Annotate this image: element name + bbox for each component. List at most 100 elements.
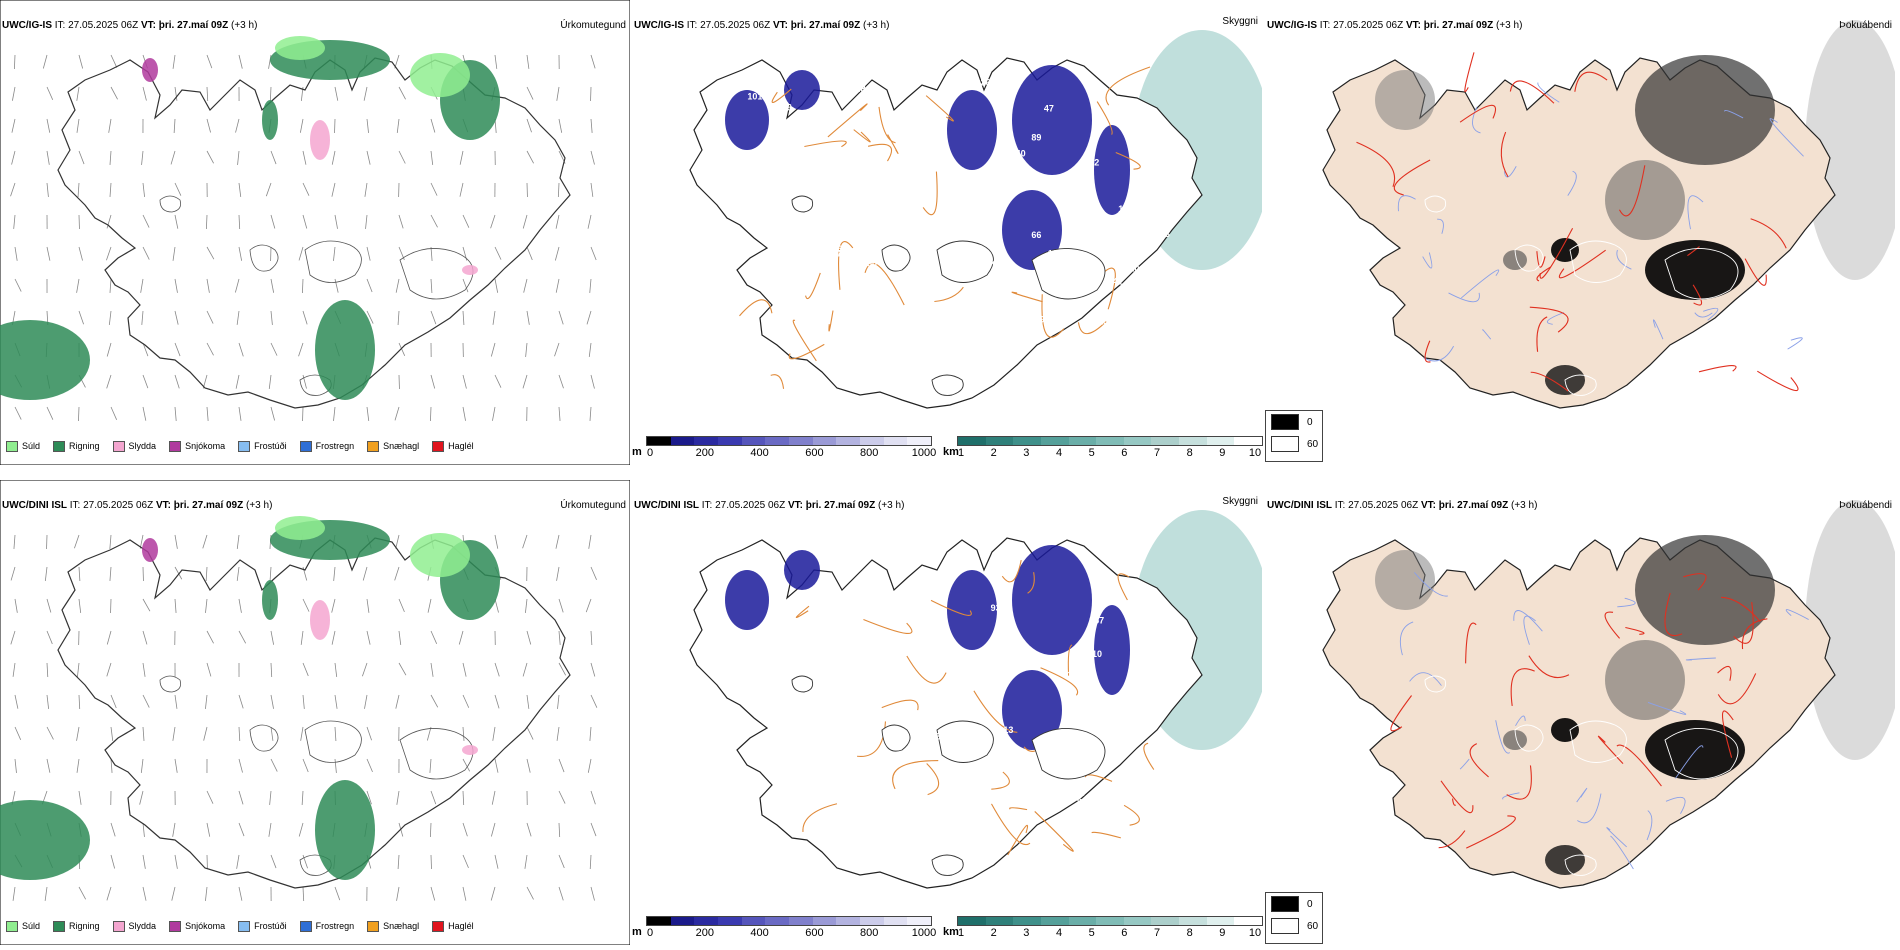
legend-label: Rigning	[69, 441, 100, 451]
cloud-base-label: 45	[834, 355, 844, 365]
visibility-scale-row2: km 1 2 3 4 5 6 7 8 9 10	[943, 916, 1263, 942]
cloud-base-label: 92	[951, 346, 961, 356]
cloud-base-label: 88	[810, 725, 820, 735]
legend-label: Haglél	[448, 921, 474, 931]
fog-legend-row: 60	[1266, 433, 1322, 455]
precip-area	[0, 800, 90, 880]
precip-area	[262, 580, 278, 620]
legend-label: Snjókoma	[185, 921, 226, 931]
legend-label: Haglél	[448, 441, 474, 451]
legend-item-snjókoma: Snjókoma	[169, 920, 226, 932]
precip-area	[262, 100, 278, 140]
cloud-base-label: 77	[832, 249, 842, 259]
panel-title-row1-vis: UWC/IG-IS IT: 27.05.2025 06Z VT: þri. 27…	[634, 20, 890, 31]
precip-map-row2	[0, 480, 630, 945]
precip-area	[310, 120, 330, 160]
fog-legend-row: 60	[1266, 915, 1322, 937]
cloud-base-label: 89	[875, 764, 885, 774]
cloud-base-label: 10	[1092, 649, 1102, 659]
precip-area	[275, 36, 325, 60]
scale-tick-label: 5	[1088, 927, 1095, 939]
glacier-outline	[1031, 247, 1106, 300]
low-cloud-area	[784, 70, 820, 110]
glacier-outline	[159, 675, 182, 693]
visibility-scale-row1: km 1 2 3 4 5 6 7 8 9 10	[943, 436, 1263, 462]
low-cloud-area	[1002, 190, 1062, 270]
cloud-base-label: 72	[1081, 836, 1091, 846]
scale-unit: km	[943, 446, 959, 458]
scale-unit: m	[632, 926, 642, 938]
legend-label: Snæhagl	[383, 441, 420, 451]
cloud-base-label: 71	[1004, 137, 1014, 147]
legend-label: Slydda	[128, 921, 157, 931]
cloud-base-label: 61	[1062, 670, 1072, 680]
cloud-base-label: 216	[807, 117, 822, 127]
field-name-vis-row2: Skyggni	[1222, 496, 1258, 507]
scale-tick-label: 9	[1219, 927, 1226, 939]
glacier-outline	[1424, 675, 1447, 693]
low-cloud-area	[947, 90, 997, 170]
cloud-base-label: 61	[864, 725, 874, 735]
scale-unit: km	[943, 926, 959, 938]
scale-tick-label: 6	[1121, 927, 1128, 939]
scale-tick-label: 200	[695, 447, 714, 459]
precip-area	[410, 53, 470, 97]
cloud-base-label: 68	[777, 315, 787, 325]
panel-title-row2-vis: UWC/DINI ISL IT: 27.05.2025 06Z VT: þri.…	[634, 500, 905, 511]
scale-tick-label: 9	[1219, 447, 1226, 459]
precip-area	[142, 58, 158, 82]
cloud-base-label: 305	[888, 199, 903, 209]
glacier-outline	[936, 720, 994, 763]
legend-item-snæhagl: Snæhagl	[367, 920, 420, 932]
cloud-base-label: 25	[880, 217, 890, 227]
scale-tick-label: 10	[1248, 927, 1262, 939]
legend-label: Snjókoma	[185, 441, 226, 451]
fog-area	[1645, 240, 1745, 300]
low-cloud-area	[947, 570, 997, 650]
precip-panel-row1: UWC/IG-IS IT: 27.05.2025 06Z VT: þri. 27…	[0, 0, 630, 465]
cloud-base-label: 16	[908, 837, 918, 847]
fog-area	[1635, 55, 1775, 165]
scale-tick-label: 3	[1023, 447, 1030, 459]
cloud-base-label: 232	[1099, 316, 1114, 326]
legend-swatch	[6, 440, 18, 452]
cloud-base-label: 51	[957, 220, 967, 230]
legend-item-snæhagl: Snæhagl	[367, 440, 420, 452]
fog-area	[1805, 20, 1895, 280]
cloud-base-label: 50	[867, 259, 877, 269]
cloud-base-label: 157	[1089, 616, 1104, 626]
scale-colorbar	[646, 436, 932, 446]
glacier-outline	[1664, 247, 1739, 300]
panel-title-row1-fog: UWC/IG-IS IT: 27.05.2025 06Z VT: þri. 27…	[1267, 20, 1523, 31]
cloud-base-label: 105	[744, 328, 759, 338]
legend-swatch	[6, 920, 18, 932]
scale-tick-label: 4	[1055, 927, 1063, 939]
glacier-outline	[304, 720, 362, 763]
cloud-base-label: 86	[832, 562, 842, 572]
cloud-base-label: 94	[891, 311, 901, 321]
fog-area	[1645, 720, 1745, 780]
cloud-base-label: 310	[1124, 263, 1139, 273]
fog-area	[1805, 500, 1895, 760]
legend-label: Frostregn	[315, 441, 355, 451]
precip-area	[315, 300, 375, 400]
scale-colorbar	[957, 436, 1263, 446]
glacier-outline	[1569, 240, 1627, 283]
cloud-base-label: 40	[1016, 148, 1026, 158]
precip-area	[310, 600, 330, 640]
cloud-base-label: 86	[1075, 788, 1085, 798]
panel-title-row2-fog: UWC/DINI ISL IT: 27.05.2025 06Z VT: þri.…	[1267, 500, 1538, 511]
fog-map-row1	[1265, 0, 1895, 465]
cloud-base-label: 42	[854, 832, 864, 842]
cloud-base-label: 50	[931, 638, 941, 648]
legend-item-slydda: Slydda	[112, 440, 156, 452]
cloud-base-label: 143	[926, 731, 941, 741]
cloud-base-label: 58	[1140, 194, 1150, 204]
coastline	[57, 537, 571, 889]
legend-label: Snæhagl	[383, 921, 420, 931]
cloudbase-scale-row1: m 0 200 400 600 800 1000	[632, 436, 936, 462]
scale-colorbar	[646, 916, 932, 926]
legend-swatch	[432, 920, 445, 932]
legend-swatch	[53, 920, 66, 932]
legend-swatch	[432, 440, 445, 452]
